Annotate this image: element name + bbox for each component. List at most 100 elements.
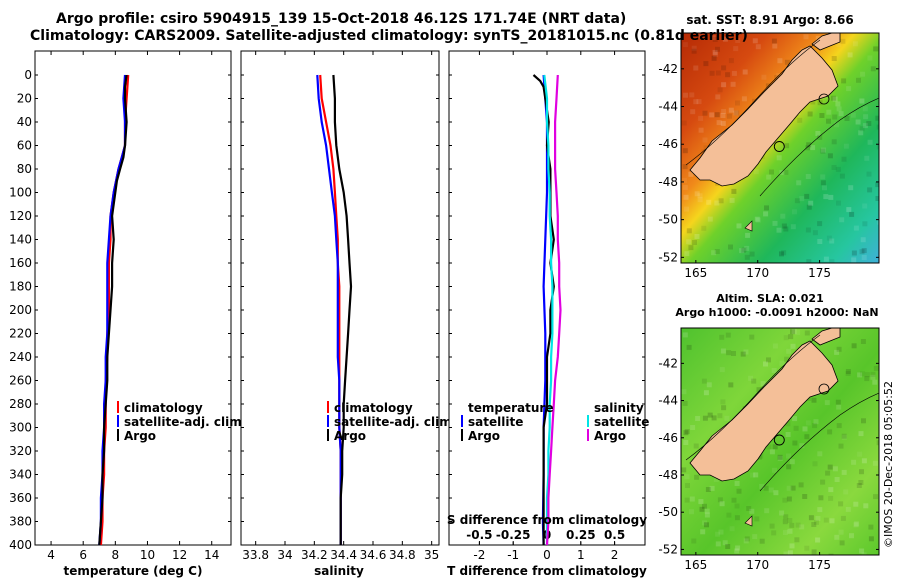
- chatham-rise-circle: [818, 93, 830, 105]
- argo-location-marker: [773, 434, 785, 446]
- legend-swatch-climatology: [327, 401, 329, 413]
- field-pixel: [731, 497, 737, 503]
- field-pixel: [827, 464, 833, 470]
- field-pixel: [686, 344, 692, 350]
- field-pixel: [736, 488, 742, 494]
- field-pixel: [791, 329, 797, 334]
- field-pixel: [792, 209, 797, 215]
- field-pixel: [683, 440, 689, 445]
- field-pixel: [867, 187, 873, 193]
- field-pixel: [764, 508, 770, 514]
- field-pixel: [784, 356, 790, 362]
- field-pixel: [701, 225, 707, 231]
- field-pixel: [706, 382, 712, 388]
- imos-watermark: ©IMOS 20-Dec-2018 05:05:52: [882, 381, 895, 548]
- field-pixel: [867, 139, 873, 145]
- field-pixel: [840, 38, 846, 44]
- field-pixel: [783, 530, 788, 535]
- field-pixel: [827, 153, 833, 159]
- field-pixel: [707, 412, 713, 418]
- temperature-xlabel: temperature (deg C): [64, 564, 203, 578]
- s-x-tick-label: -0.5: [466, 528, 492, 542]
- field-pixel: [868, 524, 874, 530]
- field-pixel: [806, 259, 812, 263]
- field-pixel: [702, 520, 707, 526]
- field-pixel: [855, 119, 861, 125]
- field-pixel: [829, 259, 835, 263]
- legend-label-argo: Argo: [334, 429, 366, 443]
- map-y-tick-label: -48: [658, 175, 678, 189]
- y-tick-label: 0: [24, 68, 32, 82]
- x-tick-label: 34.2: [301, 548, 328, 562]
- field-pixel: [826, 235, 832, 241]
- field-pixel: [841, 434, 847, 440]
- field-pixel: [820, 174, 826, 180]
- difference-panel: -2 -1 0 1 2-0.5 -0.25 0 0.25 0.5 T difference fr…: [447, 50, 649, 578]
- y-tick-label: 40: [17, 115, 32, 129]
- field-pixel: [805, 227, 811, 233]
- legend-label-argo: Argo: [124, 429, 156, 443]
- field-pixel: [792, 416, 798, 422]
- field-pixel: [850, 112, 856, 118]
- legend-header-salinity: salinity: [594, 401, 644, 415]
- legend-swatch-s-satellite: [587, 415, 589, 427]
- field-pixel: [720, 113, 726, 118]
- field-pixel: [867, 55, 873, 61]
- field-pixel: [852, 41, 858, 47]
- field-pixel: [683, 430, 689, 436]
- field-pixel: [783, 514, 789, 520]
- field-pixel: [698, 499, 704, 505]
- field-pixel: [823, 517, 829, 523]
- field-pixel: [734, 481, 740, 486]
- field-pixel: [804, 545, 810, 551]
- field-pixel: [786, 453, 791, 459]
- field-pixel: [784, 59, 790, 65]
- field-pixel: [697, 197, 703, 203]
- sst-map-title: sat. SST: 8.91 Argo: 8.66: [686, 13, 853, 27]
- field-pixel: [772, 467, 777, 473]
- field-pixel: [682, 184, 688, 190]
- field-pixel: [734, 548, 740, 554]
- temperature-panel: 0 20 40 60 80 100 120 140 160 180 200 220 240 260 280 3…: [9, 50, 246, 578]
- field-pixel: [783, 226, 789, 232]
- map-x-tick-label: 165: [684, 558, 707, 572]
- field-pixel: [703, 61, 709, 67]
- field-pixel: [846, 207, 852, 213]
- field-pixel: [838, 501, 844, 507]
- field-pixel: [836, 41, 842, 47]
- field-pixel: [771, 38, 777, 44]
- sla-map-title: Altim. SLA: 0.021: [716, 292, 823, 305]
- field-pixel: [786, 348, 792, 354]
- field-pixel: [834, 349, 840, 355]
- legend-swatch-t-satellite: [461, 415, 463, 427]
- field-pixel: [786, 496, 792, 502]
- field-pixel: [825, 470, 831, 476]
- field-pixel: [857, 451, 863, 457]
- field-pixel: [735, 100, 740, 106]
- y-tick-label: 220: [9, 327, 32, 341]
- series-line-satellite-adj-clim-: [316, 74, 342, 545]
- field-pixel: [863, 114, 869, 120]
- map-x-tick-label: 175: [808, 558, 831, 572]
- map-y-tick-label: -42: [658, 356, 678, 370]
- field-pixel: [733, 110, 739, 116]
- field-pixel: [723, 33, 729, 39]
- series-line-s-argo: [545, 74, 562, 546]
- map-y-tick-label: -52: [658, 542, 678, 556]
- field-pixel: [713, 476, 719, 482]
- field-pixel: [700, 529, 706, 535]
- legend-label-s-satellite: satellite: [594, 415, 649, 429]
- field-pixel: [838, 443, 844, 449]
- field-pixel: [769, 449, 775, 455]
- field-pixel: [761, 74, 767, 80]
- field-pixel: [721, 405, 727, 411]
- field-pixel: [834, 534, 840, 540]
- field-pixel: [691, 45, 697, 51]
- field-pixel: [861, 418, 866, 424]
- field-pixel: [773, 490, 779, 496]
- field-pixel: [782, 497, 788, 503]
- field-pixel: [872, 460, 878, 466]
- field-pixel: [849, 533, 854, 539]
- field-pixel: [838, 529, 844, 535]
- field-pixel: [699, 506, 705, 512]
